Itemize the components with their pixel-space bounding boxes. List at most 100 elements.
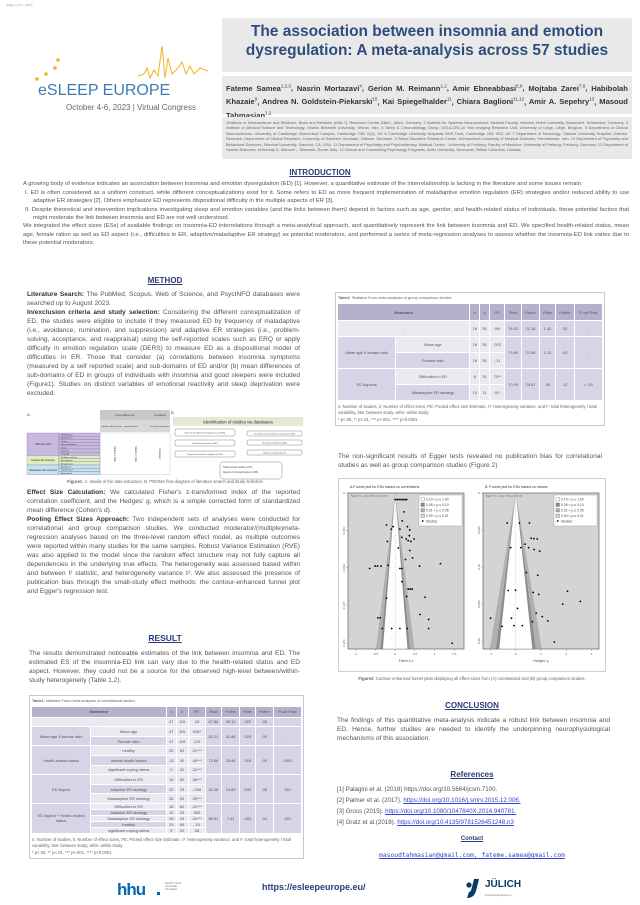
er-item-label: Clarity xyxy=(61,440,68,443)
study-point xyxy=(418,565,421,567)
study-point xyxy=(579,600,582,603)
table-stat-cell: .63 xyxy=(554,336,575,369)
reference-link[interactable]: https://doi.org/10.1016/j.smrv.2015.12.0… xyxy=(403,797,521,804)
er-item-label: Strategy xyxy=(61,453,70,456)
er-item-label: Impulse xyxy=(61,451,69,453)
table-stat-cell: - xyxy=(573,336,604,369)
table-stat-cell: 14.89 xyxy=(221,774,240,804)
table-header-cell: Moderator xyxy=(31,706,167,718)
table-cell: 55 xyxy=(479,320,490,337)
reference-link[interactable]: https://doi.org/10.1080/1047840X.2014.94… xyxy=(385,808,517,815)
moderator-sub-cell: Difficulties in ER xyxy=(90,774,167,785)
legend xyxy=(553,494,598,527)
table-header-cell: P-val Fbwt xyxy=(573,303,604,321)
x-tick-label: 0 xyxy=(394,652,396,656)
study-point xyxy=(408,549,411,552)
moderator-sub-cell: Mean age xyxy=(90,726,167,737)
er-item-label: Avoidance xyxy=(61,466,72,469)
table-header-cell: I²btw xyxy=(504,303,523,321)
moderator-group-cell: Health-related status xyxy=(30,745,92,776)
congress-url-link[interactable]: https://esleepeurope.eu/ xyxy=(262,882,366,892)
study-point xyxy=(398,498,401,501)
table-cell: .36*** xyxy=(187,774,206,785)
table-stat-cell: 82.26 xyxy=(204,774,223,804)
table-cell: .006* xyxy=(187,726,206,737)
study-point xyxy=(380,565,382,567)
subcolumn-label: people with insomnia xyxy=(102,425,123,428)
study-point xyxy=(374,565,377,567)
moderator-sub-cell: mental health issues xyxy=(90,754,167,766)
table-header-row: Moderator n k PE I²btw I²wthn τ²btw τ²wthn P-val… xyxy=(31,706,303,718)
er-item-label: Rumination xyxy=(61,472,73,475)
table-cell: 13 xyxy=(166,754,177,766)
moderator-sub-cell: Female ratio xyxy=(90,735,167,747)
study-point xyxy=(525,571,528,574)
hhu-logo: hhu Heinrich Heine Universität Düsseldor… xyxy=(117,880,182,899)
prisma-box-label: Records excluded (n=836) xyxy=(262,441,287,444)
legend-swatch xyxy=(420,497,425,502)
table-cell: .91* xyxy=(488,384,506,401)
study-point xyxy=(536,574,539,577)
table-cell: .002 xyxy=(488,336,506,353)
prisma-box-label: Reports excluded (n=57) xyxy=(263,451,286,454)
y-tick-label: 0.091 xyxy=(342,564,346,572)
result-heading: RESULT xyxy=(148,633,182,643)
x-axis-label: Hedges' g xyxy=(533,659,548,663)
legend xyxy=(418,494,463,527)
x-tick-label: -0.5 xyxy=(373,652,379,656)
study-point xyxy=(561,603,564,606)
table-header-cell: PE xyxy=(187,706,206,718)
moderator-sub-cell: significant coping stress xyxy=(90,826,167,834)
table-cell: 20 xyxy=(175,826,189,834)
egger-test-label: Egger test: z-value 0.97, p-value 0.33 xyxy=(351,495,388,498)
author: Amir A. Sepehry13 xyxy=(528,96,595,107)
er-category-label: Adaptive ER strategies xyxy=(31,459,56,462)
author: Fateme Samea1,2,3 xyxy=(226,83,291,93)
table-stat-cell: .05 xyxy=(254,745,274,776)
study-point xyxy=(390,627,393,630)
contact-emails[interactable]: masoudtahmasian@gmail.com, fateme.samea@… xyxy=(379,852,565,859)
panel-a-label: A. xyxy=(27,412,31,417)
legend-label: 0.00 < p ≤ 0.01 xyxy=(561,514,584,518)
col-group-label: Group differences xyxy=(116,414,136,417)
prisma-box xyxy=(246,449,303,456)
page-note: (Page 4 of 4 - 2023) xyxy=(6,3,33,7)
er-item-label: Problem-solving xyxy=(61,456,77,459)
table-cell: 11 xyxy=(479,384,490,401)
affiliations: 1Institute of Neuroscience and Medicine,… xyxy=(222,117,632,159)
moderator-sub-cell: Maladaptive ER strategy xyxy=(395,384,471,401)
table-stat-cell: .49 xyxy=(539,368,556,401)
y-tick-label: 0.095 xyxy=(477,526,481,534)
moderator-sub-cell: Difficulties in ER xyxy=(395,368,471,385)
y-tick-label: 0.183 xyxy=(342,639,346,647)
x-tick-label: 0.5 xyxy=(413,652,418,656)
table-row: ED Aspect Difficulties in ER 16 60.36*** 82.… xyxy=(30,774,303,804)
stars-icon xyxy=(35,58,60,81)
study-point xyxy=(538,550,541,553)
study-point xyxy=(514,589,517,592)
table-row: Maladaptive ER strategy 26 34.41*** xyxy=(32,814,302,822)
table-cell: -.11 xyxy=(488,352,506,369)
x-tick-label: 0 xyxy=(515,652,517,656)
study-point xyxy=(535,612,538,615)
table-stat-cell: 89.51 xyxy=(204,802,223,834)
moderator-sub-cell: Female ratio xyxy=(395,352,471,369)
col-corr-label: correlations xyxy=(154,414,167,417)
study-point xyxy=(553,641,556,643)
table-stat-cell: 7.42 xyxy=(221,802,240,834)
julich-logo-icon xyxy=(466,879,479,898)
legend-swatch xyxy=(555,497,560,502)
prisma-title: Identification of studies via databases xyxy=(203,420,273,425)
table-stat-cell: 1.42 xyxy=(539,320,556,337)
reference-link[interactable]: https://doi.org/10.4135/9781526451248.n3 xyxy=(397,819,514,826)
legend-label: Studies xyxy=(426,519,438,523)
table-row: healthy 25 69 -.10 xyxy=(32,820,302,828)
study-point xyxy=(516,607,519,610)
prisma-box-label: Total included studies (n=57) xyxy=(223,466,253,469)
study-point xyxy=(404,498,406,501)
study-point xyxy=(376,616,379,619)
study-point xyxy=(566,590,569,593)
table-header-cell: I²btw xyxy=(204,706,223,718)
table-header-cell: n xyxy=(166,706,177,718)
prisma-box xyxy=(246,430,303,437)
